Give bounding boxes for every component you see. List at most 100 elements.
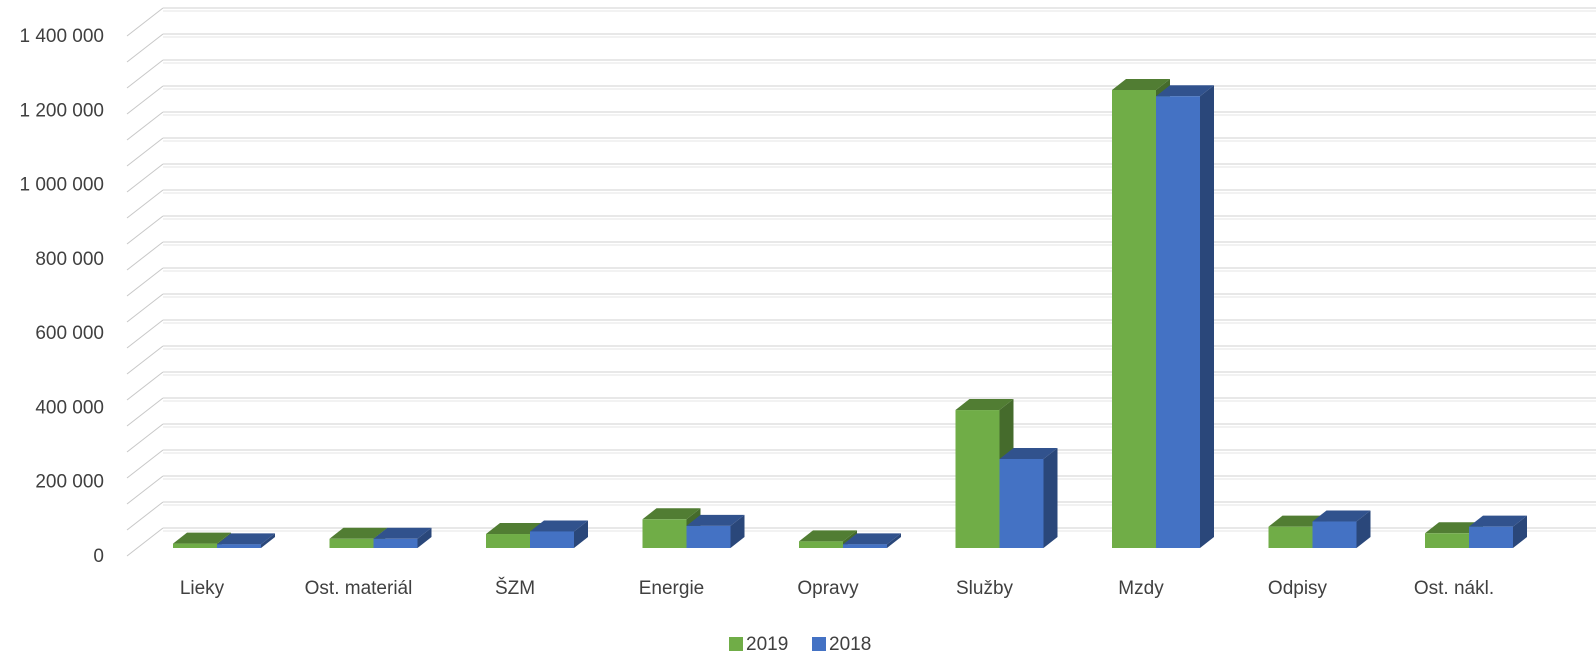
bar-top bbox=[642, 508, 701, 520]
y-tick-label: 200 000 bbox=[35, 472, 104, 493]
x-tick-label: Ost. materiál bbox=[305, 578, 413, 599]
y-tick-label: 800 000 bbox=[35, 249, 104, 270]
bar-front bbox=[1112, 90, 1156, 548]
bar-front bbox=[1268, 526, 1313, 548]
gridline-diagonal bbox=[126, 423, 164, 453]
bar-top bbox=[373, 527, 432, 539]
bar-side bbox=[1043, 447, 1058, 548]
legend-label: 2018 bbox=[829, 634, 871, 655]
bar-front bbox=[642, 519, 687, 548]
bar bbox=[843, 533, 901, 548]
gridline-diagonal bbox=[126, 527, 164, 557]
gridline-diagonal bbox=[126, 163, 164, 193]
x-tick-label: Energie bbox=[639, 578, 705, 599]
bar-front bbox=[329, 538, 374, 548]
x-tick-label: Mzdy bbox=[1118, 578, 1164, 599]
gridline-diagonal bbox=[126, 449, 164, 479]
y-axis-tick-labels: 0 200 000 400 000 600 000 800 000 1 000 000 1 … bbox=[19, 26, 104, 567]
bar-side bbox=[730, 514, 745, 548]
bar bbox=[530, 520, 588, 548]
bar bbox=[955, 399, 1014, 548]
bar bbox=[1156, 85, 1214, 548]
legend-item: 2018 bbox=[812, 634, 871, 655]
gridline-diagonal bbox=[126, 501, 164, 531]
bar-side bbox=[887, 533, 901, 548]
bar-front bbox=[1156, 96, 1200, 548]
bar-top bbox=[799, 530, 857, 542]
bar bbox=[217, 533, 275, 548]
bar bbox=[686, 514, 745, 548]
bar bbox=[999, 447, 1058, 548]
bar-front bbox=[1469, 526, 1513, 548]
bar-front bbox=[799, 541, 843, 548]
bar-top bbox=[173, 532, 231, 544]
bar-front bbox=[843, 544, 887, 548]
y-tick-label: 1 400 000 bbox=[19, 26, 104, 47]
y-tick-label: 1 000 000 bbox=[19, 175, 104, 196]
bar bbox=[1312, 510, 1371, 548]
bar-front bbox=[1425, 533, 1469, 548]
bar-front bbox=[173, 543, 217, 548]
bar-side bbox=[574, 520, 588, 548]
bar-front bbox=[486, 534, 530, 548]
x-tick-label: Lieky bbox=[180, 578, 225, 599]
bar-top bbox=[955, 399, 1014, 411]
gridline-diagonal bbox=[126, 345, 164, 375]
legend-label: 2019 bbox=[746, 634, 788, 655]
gridline-diagonal bbox=[126, 267, 164, 297]
y-tick-label: 600 000 bbox=[35, 323, 104, 344]
x-tick-label: Opravy bbox=[797, 578, 859, 599]
bar-top bbox=[1112, 79, 1170, 90]
bar-side bbox=[1513, 515, 1527, 548]
bar-front bbox=[999, 458, 1044, 548]
bar-side bbox=[1356, 510, 1371, 548]
x-tick-label: Služby bbox=[956, 578, 1014, 599]
bar-top bbox=[329, 527, 388, 539]
bar-side bbox=[417, 527, 432, 548]
bar-front bbox=[686, 525, 731, 548]
gridline-diagonal bbox=[126, 371, 164, 401]
bar-front bbox=[373, 538, 418, 548]
bar-front bbox=[1312, 521, 1357, 548]
bar-top bbox=[1425, 522, 1483, 534]
gridline-diagonal bbox=[126, 85, 164, 115]
x-tick-label: Odpisy bbox=[1268, 578, 1328, 599]
legend-swatch bbox=[729, 637, 743, 651]
x-tick-label: ŠZM bbox=[495, 577, 535, 599]
gridline-diagonal bbox=[126, 59, 164, 89]
gridline-diagonal bbox=[126, 319, 164, 349]
x-axis-tick-labels: Lieky Ost. materiál ŠZM Energie Opravy Služby… bbox=[180, 577, 1494, 599]
gridline-diagonal bbox=[126, 397, 164, 427]
gridline-diagonal bbox=[126, 33, 164, 63]
bar-top bbox=[1469, 515, 1527, 527]
bar bbox=[373, 527, 432, 548]
gridline-diagonal bbox=[126, 215, 164, 245]
bar-top bbox=[1312, 510, 1371, 522]
gridline-diagonal bbox=[126, 111, 164, 141]
gridline-diagonal bbox=[126, 137, 164, 167]
bar-top bbox=[217, 533, 275, 545]
bar-top bbox=[686, 514, 745, 526]
y-tick-label: 400 000 bbox=[35, 397, 104, 418]
legend: 2019 2018 bbox=[729, 634, 871, 655]
bar-front bbox=[530, 531, 574, 548]
bar-top bbox=[843, 533, 901, 545]
x-tick-label: Ost. nákl. bbox=[1414, 578, 1494, 599]
bar-top bbox=[1156, 85, 1214, 97]
bar-side bbox=[261, 533, 275, 548]
gridline-diagonal bbox=[126, 7, 164, 37]
gridline-diagonal bbox=[126, 241, 164, 271]
y-tick-label: 1 200 000 bbox=[19, 100, 104, 121]
gridline-diagonal bbox=[126, 293, 164, 323]
bar-top bbox=[530, 520, 588, 532]
bar-side bbox=[1200, 85, 1214, 548]
gridline-diagonal bbox=[126, 475, 164, 505]
legend-item: 2019 bbox=[729, 634, 788, 655]
bar-top bbox=[999, 447, 1058, 459]
bar bbox=[1469, 515, 1527, 548]
gridlines bbox=[126, 7, 1596, 557]
bar-top bbox=[1268, 515, 1327, 527]
legend-swatch bbox=[812, 637, 826, 651]
gridline-diagonal bbox=[126, 189, 164, 219]
